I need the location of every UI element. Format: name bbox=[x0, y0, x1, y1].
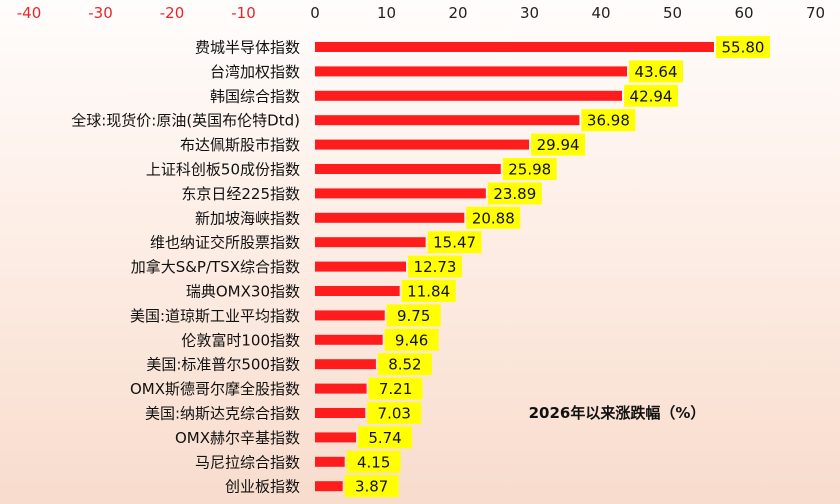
bars bbox=[315, 42, 714, 492]
category-label: 新加坡海峡指数 bbox=[195, 209, 300, 227]
value-label: 42.94 bbox=[630, 87, 673, 105]
category-label: 创业板指数 bbox=[225, 478, 300, 496]
bar bbox=[315, 432, 357, 443]
bar bbox=[315, 66, 628, 77]
value-label-background bbox=[358, 426, 413, 449]
value-label: 36.98 bbox=[587, 112, 630, 130]
x-tick-label: 10 bbox=[377, 4, 396, 22]
x-tick-label: -20 bbox=[160, 4, 185, 22]
value-label-background bbox=[427, 231, 482, 254]
x-tick-label: 0 bbox=[310, 4, 320, 22]
bar bbox=[315, 481, 343, 492]
value-label-background bbox=[531, 133, 586, 156]
x-tick-label: 40 bbox=[591, 4, 610, 22]
x-tick-label: 70 bbox=[806, 4, 825, 22]
chart-title: 2026年以来涨跌幅（%） bbox=[529, 404, 706, 422]
bar bbox=[315, 456, 345, 467]
x-tick-label: 20 bbox=[448, 4, 467, 22]
category-label: 伦敦富时100指数 bbox=[181, 331, 300, 349]
bar bbox=[315, 115, 580, 126]
value-label-background bbox=[377, 353, 432, 376]
value-label-background bbox=[367, 402, 422, 424]
value-label: 4.15 bbox=[357, 453, 390, 471]
category-label: 布达佩斯股市指数 bbox=[180, 136, 300, 154]
category-label: 瑞典OMX30指数 bbox=[186, 283, 300, 301]
x-tick-label: 60 bbox=[734, 4, 753, 22]
category-label: 台湾加权指数 bbox=[210, 63, 300, 81]
value-label: 8.52 bbox=[388, 356, 421, 374]
value-label: 3.87 bbox=[355, 478, 388, 496]
value-label: 43.64 bbox=[635, 63, 678, 81]
bar bbox=[315, 359, 376, 370]
category-label: 维也纳证交所股票指数 bbox=[150, 234, 300, 252]
value-label-background bbox=[487, 182, 542, 205]
bar bbox=[315, 286, 400, 296]
x-axis-ticks: -40 -30 -20 -10 0 10 20 30 40 50 60 70 bbox=[17, 4, 825, 22]
category-label: OMX赫尔辛基指数 bbox=[175, 429, 300, 447]
category-label: 美国:纳斯达克综合指数 bbox=[145, 405, 300, 423]
value-label: 20.88 bbox=[472, 209, 515, 227]
value-label: 25.98 bbox=[508, 161, 551, 179]
category-label: 上证科创板50成份指数 bbox=[146, 161, 300, 179]
value-label-background bbox=[624, 84, 679, 107]
category-label: 马尼拉综合指数 bbox=[195, 453, 300, 471]
value-label-background bbox=[344, 475, 399, 498]
value-label-background bbox=[502, 158, 557, 180]
value-label-background bbox=[629, 60, 684, 83]
bar bbox=[315, 188, 486, 199]
value-label-background bbox=[408, 255, 463, 278]
category-label: 全球:现货价:原油(英国布伦特Dtd) bbox=[71, 112, 300, 130]
x-tick-label: 30 bbox=[520, 4, 539, 22]
category-label: 东京日经225指数 bbox=[181, 185, 300, 203]
value-label-background bbox=[346, 450, 401, 473]
value-label: 15.47 bbox=[433, 234, 476, 252]
x-tick-label: 50 bbox=[663, 4, 682, 22]
x-tick-label: -10 bbox=[231, 4, 256, 22]
value-label: 12.73 bbox=[414, 258, 457, 276]
bar bbox=[315, 310, 385, 321]
category-label: 费城半导体指数 bbox=[195, 39, 300, 57]
bar bbox=[315, 383, 367, 394]
value-label: 7.21 bbox=[379, 380, 412, 398]
bar bbox=[315, 261, 407, 272]
value-label: 5.74 bbox=[368, 429, 401, 447]
value-label: 11.84 bbox=[407, 283, 450, 301]
bar bbox=[315, 164, 501, 174]
x-tick-label: -40 bbox=[17, 4, 42, 22]
value-label-background bbox=[401, 280, 456, 302]
bar bbox=[315, 237, 426, 248]
value-label: 9.75 bbox=[397, 307, 430, 325]
value-label-background bbox=[386, 304, 441, 327]
value-label: 55.80 bbox=[721, 39, 764, 57]
category-label: 美国:道琼斯工业平均指数 bbox=[130, 307, 300, 325]
category-label: 美国:标准普尔500指数 bbox=[146, 356, 300, 374]
category-label: 韩国综合指数 bbox=[210, 87, 300, 105]
value-label: 23.89 bbox=[493, 185, 536, 203]
x-tick-label: -30 bbox=[88, 4, 113, 22]
value-label: 29.94 bbox=[537, 136, 580, 154]
value-label-background bbox=[715, 36, 770, 58]
category-label: 加拿大S&P/TSX综合指数 bbox=[131, 258, 300, 276]
value-label: 9.46 bbox=[395, 331, 428, 349]
bar bbox=[315, 334, 383, 345]
value-label-background bbox=[466, 206, 521, 229]
bar bbox=[315, 212, 465, 223]
value-label-background bbox=[581, 109, 636, 132]
value-label-background bbox=[368, 377, 423, 400]
value-label: 7.03 bbox=[378, 405, 411, 423]
bar bbox=[315, 139, 530, 150]
bar bbox=[315, 408, 366, 418]
bar bbox=[315, 42, 714, 52]
bar bbox=[315, 90, 623, 101]
value-label-background bbox=[384, 328, 439, 351]
category-label: OMX斯德哥尔摩全股指数 bbox=[130, 380, 300, 398]
